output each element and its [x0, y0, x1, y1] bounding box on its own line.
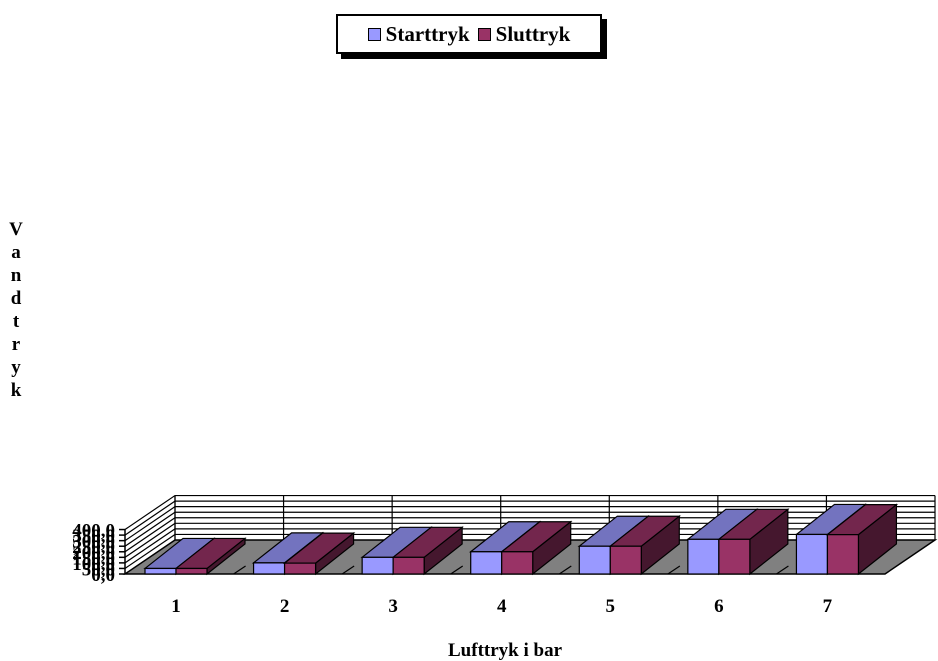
y-axis-title-letter: V: [9, 219, 23, 240]
bar-sluttryk-2: [283, 562, 317, 575]
x-tick-mark: [341, 565, 355, 575]
x-tick-label: 1: [171, 596, 181, 617]
legend: Starttryk Sluttryk: [336, 14, 602, 54]
y-tick-label: 350,0: [72, 526, 115, 547]
y-tick-label: 250,0: [72, 537, 115, 558]
bar-sluttryk-5: [609, 545, 642, 575]
y-axis-title-letter: r: [11, 334, 21, 355]
y-axis-title-letter: k: [10, 380, 22, 401]
x-tick-label: 3: [388, 596, 398, 617]
y-axis-title-letter: y: [11, 357, 21, 378]
x-tick-mark: [667, 565, 681, 575]
y-tick-label: 100,0: [72, 554, 115, 575]
y-axis-title-letter: a: [11, 242, 21, 263]
x-axis-title: Lufttryk i bar: [448, 640, 563, 661]
x-tick-label: 6: [714, 596, 724, 617]
y-tick-label: 0,0: [91, 565, 115, 586]
bar-sluttryk-6: [718, 538, 751, 575]
x-tick-label: 7: [823, 596, 833, 617]
x-tick-mark: [558, 565, 572, 575]
bar-starttryk-3: [361, 556, 394, 575]
bar-sluttryk-4: [501, 551, 534, 575]
bar-sluttryk-3: [392, 556, 425, 575]
y-tick-label: 50,0: [82, 559, 115, 580]
x-tick-mark: [233, 565, 246, 575]
bar-starttryk-1: [144, 567, 177, 575]
x-tick-mark: [776, 565, 789, 575]
bar-sluttryk-7: [826, 534, 860, 575]
x-tick-mark: [450, 565, 464, 575]
bar-starttryk-2: [252, 562, 286, 575]
y-axis-title-letter: n: [10, 265, 22, 286]
y-axis-title-letter: t: [12, 311, 20, 332]
legend-label-starttryk: Starttryk: [385, 21, 470, 46]
bar-starttryk-6: [687, 538, 720, 575]
bar-starttryk-5: [578, 545, 611, 575]
y-tick-label: 400,0: [72, 521, 115, 542]
bar-sluttryk-1: [175, 567, 208, 575]
bar-starttryk-4: [470, 551, 503, 575]
y-tick-label: 200,0: [72, 543, 115, 564]
x-tick-label: 2: [280, 596, 290, 617]
y-tick-label: 150,0: [72, 548, 115, 569]
legend-item-starttryk: Starttryk: [367, 21, 470, 47]
y-tick-label: 300,0: [72, 532, 115, 553]
legend-swatch-sluttryk: [477, 27, 491, 41]
x-tick-label: 4: [497, 596, 507, 617]
y-axis-title-letter: d: [10, 288, 22, 309]
legend-item-sluttryk: Sluttryk: [477, 21, 571, 47]
bar-starttryk-7: [795, 533, 829, 575]
legend-swatch-starttryk: [367, 27, 381, 41]
legend-label-sluttryk: Sluttryk: [495, 21, 571, 46]
x-tick-label: 5: [606, 596, 616, 617]
